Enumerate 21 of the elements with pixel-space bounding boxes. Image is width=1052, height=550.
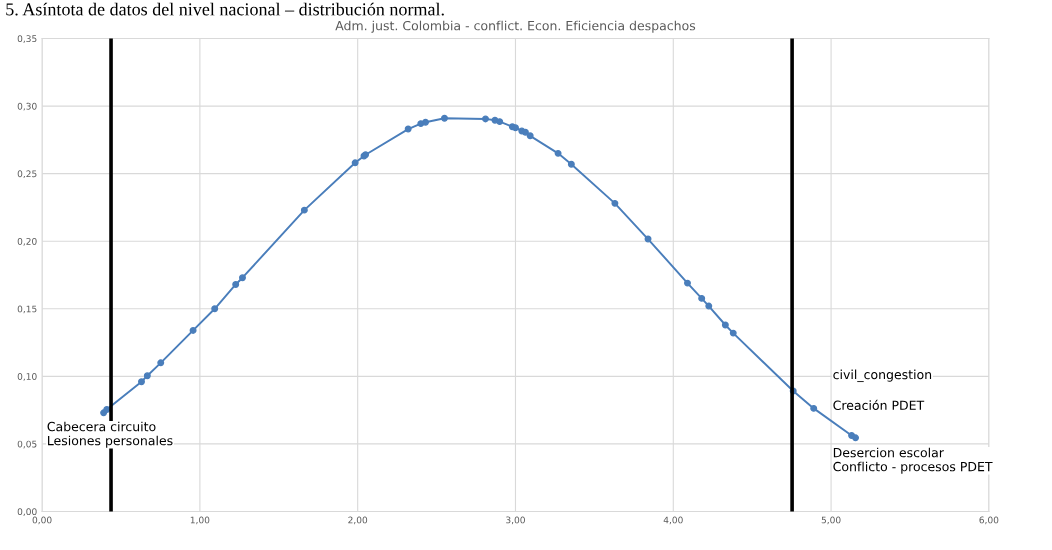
y-tick-label: 0,20	[17, 237, 37, 246]
y-tick-label: 0,30	[17, 102, 37, 111]
annotation: civil_congestion	[833, 369, 932, 383]
annotation: Cabecera circuito Lesiones personales	[47, 421, 173, 448]
x-tick-label: 1,00	[190, 516, 210, 525]
chart-title: Adm. just. Colombia - conflict. Econ. Eficiencia despachos	[335, 20, 696, 33]
y-tick-label: 0,35	[17, 35, 37, 43]
x-tick-label: 0,00	[32, 516, 52, 525]
annotation: Creación PDET	[833, 399, 925, 411]
annotation: Desercion escolar Conflicto - procesos PDET	[833, 447, 993, 474]
text: 5. Asíntota de datos del nivel nacional – distribución normal.	[6, 2, 444, 16]
y-tick-label: 0,05	[17, 440, 37, 449]
x-tick-label: 4,00	[663, 516, 683, 525]
x-tick-label: 6,00	[979, 516, 999, 525]
y-tick-label: 0,25	[17, 170, 37, 179]
x-tick-label: 3,00	[506, 516, 525, 525]
y-tick-label: 0,15	[17, 305, 37, 314]
x-tick-label: 5,00	[821, 516, 841, 525]
x-tick-label: 2,00	[348, 516, 368, 525]
y-tick-label: 0,10	[17, 373, 37, 381]
y-tick-label: 0,00	[17, 508, 37, 516]
